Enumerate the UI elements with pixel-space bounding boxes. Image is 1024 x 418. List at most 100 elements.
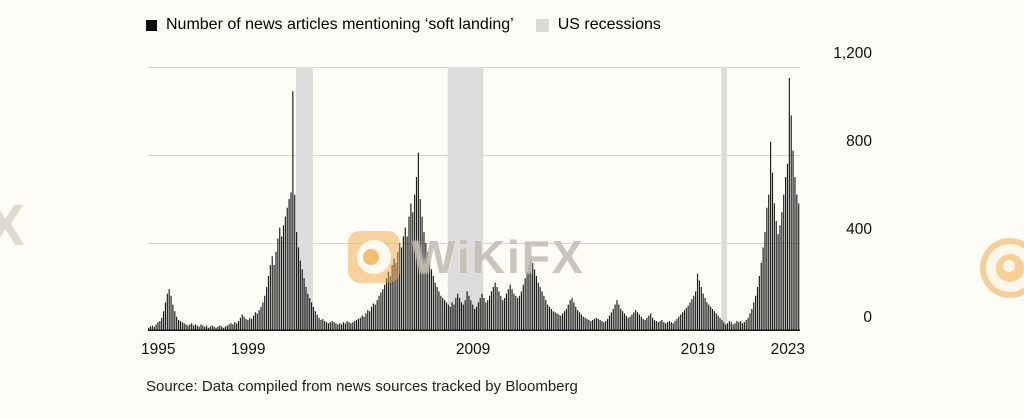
bar	[706, 302, 708, 331]
bar	[451, 302, 453, 331]
bar	[477, 302, 479, 331]
bar	[588, 320, 590, 331]
bar	[681, 312, 684, 331]
bar	[206, 325, 208, 331]
bar	[299, 260, 301, 331]
bar	[552, 311, 554, 331]
bar	[239, 317, 241, 331]
bar	[412, 212, 414, 331]
bar	[762, 247, 764, 331]
bar	[449, 306, 451, 331]
bar	[191, 323, 193, 331]
bar	[251, 318, 253, 331]
x-axis-labels: 1995 1999 2009 2019 2023	[141, 67, 805, 358]
bar	[502, 300, 504, 331]
bar	[316, 314, 318, 331]
bar	[753, 302, 755, 331]
bar	[312, 306, 315, 331]
bar	[207, 327, 210, 331]
bar	[627, 317, 629, 331]
bar	[475, 306, 478, 331]
bar	[605, 321, 607, 331]
watermark-edge-x: X	[0, 193, 25, 258]
bar	[607, 318, 609, 331]
bar	[728, 321, 730, 331]
bar	[796, 194, 798, 331]
bar	[213, 326, 215, 331]
bar	[747, 317, 749, 331]
bar	[743, 322, 745, 331]
source-note: Source: Data compiled from news sources …	[146, 378, 578, 395]
bar	[372, 303, 374, 331]
x-tick-label: 1995	[141, 341, 176, 358]
bar	[258, 310, 260, 331]
bar	[702, 293, 704, 331]
bar	[620, 309, 622, 331]
bar	[685, 307, 687, 331]
bar	[704, 298, 706, 331]
bar	[592, 320, 594, 331]
bar	[432, 276, 434, 331]
bar	[284, 216, 286, 331]
bar	[650, 313, 652, 331]
bar	[440, 295, 442, 331]
bar	[387, 271, 389, 331]
bar	[243, 316, 245, 331]
bar	[717, 315, 719, 331]
bar	[775, 221, 777, 331]
bar	[331, 321, 333, 331]
bar	[792, 150, 794, 331]
bar	[700, 287, 702, 331]
bar	[653, 320, 656, 331]
bar	[563, 311, 566, 331]
bar	[603, 322, 605, 331]
bar	[640, 316, 642, 331]
bar	[755, 295, 757, 331]
bar	[764, 232, 766, 331]
bar	[670, 322, 672, 331]
bar	[245, 318, 247, 331]
bar	[148, 327, 150, 331]
bar	[249, 317, 251, 331]
bar	[487, 300, 489, 331]
bar	[279, 227, 281, 331]
bar	[751, 309, 753, 331]
bar	[710, 306, 712, 331]
bar	[666, 322, 669, 331]
bar	[314, 311, 316, 331]
bar	[567, 304, 569, 331]
bar	[230, 323, 232, 331]
y-tick-label: 0	[863, 309, 872, 326]
bar	[472, 304, 474, 331]
bar	[179, 321, 182, 331]
bar	[337, 324, 339, 331]
bar	[768, 194, 770, 331]
bar	[533, 269, 536, 331]
bar	[202, 325, 204, 331]
bar	[325, 322, 328, 331]
bar	[346, 321, 348, 331]
bar	[395, 262, 397, 331]
bar	[740, 321, 742, 331]
bar	[556, 313, 558, 331]
bar	[185, 324, 187, 331]
bar	[174, 311, 176, 331]
bar	[522, 284, 524, 331]
bar	[550, 309, 552, 331]
bar	[505, 293, 508, 331]
bar	[513, 293, 515, 331]
bar	[282, 225, 285, 331]
bar	[354, 321, 356, 331]
bar	[352, 322, 354, 331]
bar	[307, 293, 309, 331]
bar	[462, 304, 464, 331]
bar	[406, 236, 408, 331]
bar	[384, 284, 386, 331]
bar	[269, 265, 271, 331]
bar	[399, 243, 401, 331]
bar	[423, 232, 425, 331]
bar	[427, 251, 429, 331]
bar	[252, 315, 255, 331]
bar	[400, 247, 403, 331]
bar	[665, 323, 667, 331]
